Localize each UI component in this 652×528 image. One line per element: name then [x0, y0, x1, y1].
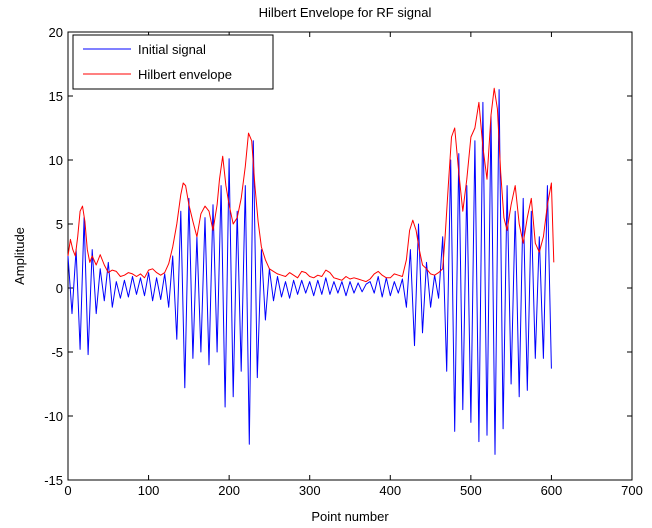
x-tick-label: 200 — [218, 483, 240, 498]
chart-title: Hilbert Envelope for RF signal — [259, 5, 432, 20]
x-tick-label: 0 — [64, 483, 71, 498]
x-tick-label: 300 — [299, 483, 321, 498]
plot-lines — [67, 87, 555, 455]
series-line-hilbert-envelope — [67, 87, 555, 283]
y-tick-label: -10 — [44, 409, 63, 424]
legend: Initial signal Hilbert envelope — [72, 34, 274, 90]
legend-box — [72, 34, 274, 90]
plot-area — [67, 31, 633, 481]
x-tick-label: 400 — [379, 483, 401, 498]
y-axis-label: Amplitude — [12, 227, 27, 285]
y-tick-label: 5 — [56, 217, 63, 232]
y-tick-label: -15 — [44, 473, 63, 488]
legend-label-initial-signal: Initial signal — [138, 42, 206, 57]
y-tick-label: 0 — [56, 281, 63, 296]
x-tick-label: 500 — [460, 483, 482, 498]
series-line-initial-signal — [67, 89, 552, 455]
y-tick-label: 15 — [49, 89, 63, 104]
x-tick-label: 600 — [541, 483, 563, 498]
x-tick-label: 700 — [621, 483, 643, 498]
x-tick-label: 100 — [138, 483, 160, 498]
y-tick-label: -5 — [51, 345, 63, 360]
legend-label-hilbert-envelope: Hilbert envelope — [138, 67, 232, 82]
y-tick-label: 10 — [49, 153, 63, 168]
y-tick-label: 20 — [49, 25, 63, 40]
axis-ticks: 0 100 200 300 400 500 600 700 -15 -10 -5 0 5 10 15 20 — [44, 25, 643, 498]
x-axis-label: Point number — [311, 509, 389, 524]
